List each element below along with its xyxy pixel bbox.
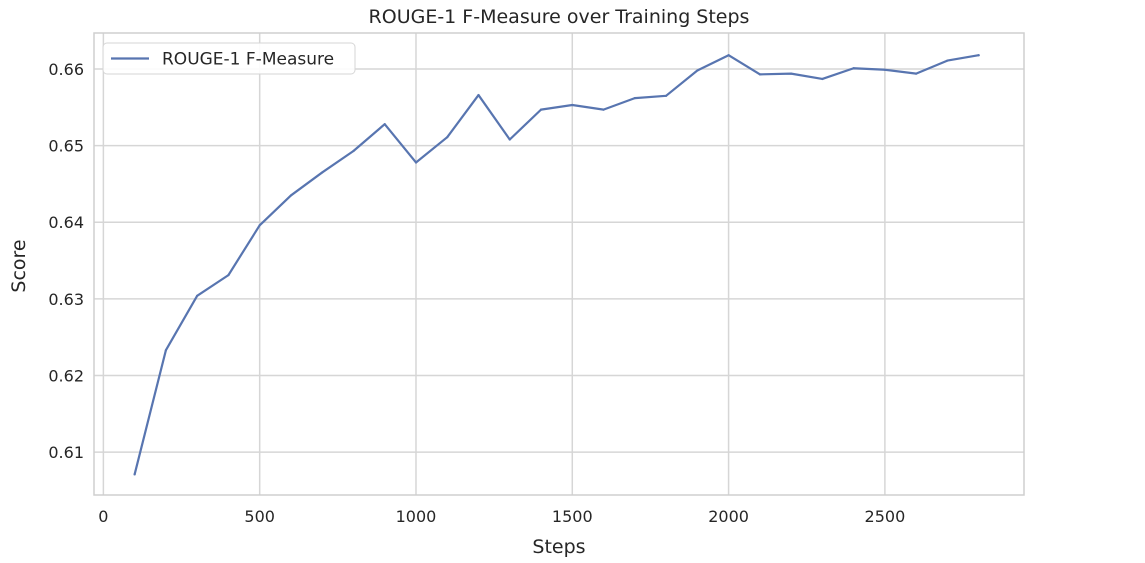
y-tick-label: 0.62	[48, 366, 84, 385]
data-point	[383, 123, 386, 126]
y-axis-title: Score	[8, 239, 30, 292]
y-tick-labels: 0.61 0.62 0.63 0.64 0.65 0.66	[48, 60, 84, 462]
data-point	[352, 149, 355, 153]
data-point	[227, 274, 230, 277]
data-point	[446, 136, 449, 139]
data-point	[571, 103, 574, 107]
y-tick-label: 0.64	[48, 213, 84, 232]
legend-label: ROUGE-1 F-Measure	[162, 50, 334, 70]
data-point	[758, 73, 761, 76]
data-point	[414, 161, 418, 164]
plot-area	[94, 33, 1024, 495]
data-point	[790, 72, 793, 75]
data-point	[289, 194, 293, 197]
data-point	[164, 349, 167, 352]
data-point	[915, 72, 918, 75]
y-tick-label: 0.65	[48, 137, 84, 156]
x-tick-label: 500	[244, 507, 275, 526]
data-point	[539, 108, 543, 111]
y-tick-label: 0.61	[48, 443, 84, 462]
data-point	[508, 138, 511, 141]
data-point	[852, 67, 855, 70]
data-point	[664, 94, 668, 97]
data-point	[477, 93, 480, 97]
data-point	[883, 68, 886, 71]
series-layer	[133, 54, 980, 476]
data-point	[696, 69, 699, 72]
x-tick-label: 1500	[552, 507, 593, 526]
data-point	[946, 59, 949, 62]
data-point	[633, 97, 636, 100]
plot-frame	[93, 32, 1025, 496]
x-tick-labels: 0 500 1000 1500 2000 2500	[98, 507, 905, 526]
series-line-rouge-1	[133, 54, 980, 476]
legend-box	[102, 42, 356, 75]
x-tick-label: 2500	[865, 507, 906, 526]
data-point	[321, 171, 324, 174]
x-tick-label: 2000	[708, 507, 749, 526]
data-point	[977, 54, 980, 57]
legend: ROUGE-1 F-Measure	[102, 42, 356, 75]
x-tick-label: 0	[98, 507, 108, 526]
data-point	[602, 108, 605, 111]
chart-title: ROUGE-1 F-Measure over Training Steps	[369, 6, 750, 28]
x-tick-label: 1000	[396, 507, 437, 526]
x-axis-title: Steps	[532, 536, 585, 558]
y-tick-label: 0.66	[48, 60, 84, 79]
data-point	[258, 224, 261, 227]
y-tick-label: 0.63	[48, 290, 84, 309]
data-point	[196, 294, 199, 297]
grid	[94, 33, 1024, 495]
data-point	[727, 54, 730, 57]
data-point	[821, 77, 824, 81]
data-point	[133, 473, 136, 476]
